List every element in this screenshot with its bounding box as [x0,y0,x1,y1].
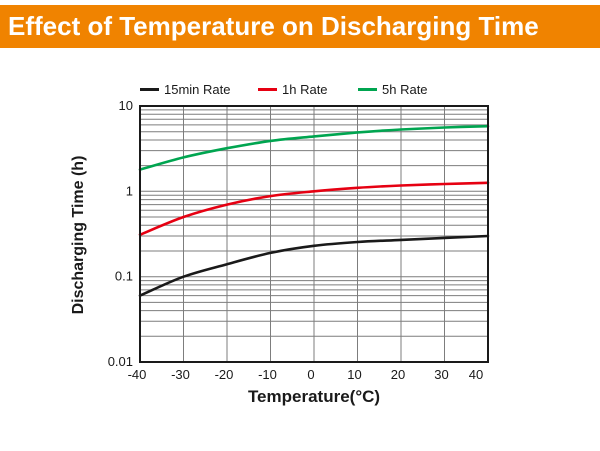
svg-text:-30: -30 [171,367,190,382]
legend-swatch-5h-rate [358,88,377,91]
svg-text:0: 0 [307,367,314,382]
svg-text:0.1: 0.1 [115,269,133,284]
svg-text:-10: -10 [258,367,277,382]
legend-item-1h-rate: 1h Rate [258,82,328,97]
legend-item-15min-rate: 15min Rate [140,82,230,97]
svg-text:0.01: 0.01 [108,354,133,369]
svg-text:40: 40 [469,367,483,382]
series-line-5h-rate [138,124,490,171]
gridlines [140,106,488,362]
legend-swatch-15min-rate [140,88,159,91]
plot-border [139,105,489,363]
page-title: Effect of Temperature on Discharging Tim… [8,11,539,41]
svg-text:-40: -40 [128,367,147,382]
legend-label-15min-rate: 15min Rate [164,82,231,97]
legend-swatch-1h-rate [258,88,277,91]
series-line-15min-rate [138,234,490,297]
series-line-1h-rate [138,181,490,236]
series-curves [138,124,490,297]
legend-label-1h-rate: 1h Rate [282,82,328,97]
svg-text:10: 10 [347,367,361,382]
svg-text:30: 30 [434,367,448,382]
svg-text:10: 10 [119,98,133,113]
svg-text:20: 20 [391,367,405,382]
legend-label-5h-rate: 5h Rate [382,82,428,97]
y-tick-labels: 10 1 0.1 0.01 [108,98,133,369]
x-axis-title: Temperature(°C) [247,387,381,406]
svg-text:-20: -20 [215,367,234,382]
y-axis-title: Discharging Time (h) [70,155,87,315]
svg-text:1: 1 [126,183,133,198]
x-tick-labels: -40 -30 -20 -10 0 10 20 30 40 [128,367,484,382]
legend-item-5h-rate: 5h Rate [358,82,428,97]
title-banner: Effect of Temperature on Discharging Tim… [0,5,600,48]
